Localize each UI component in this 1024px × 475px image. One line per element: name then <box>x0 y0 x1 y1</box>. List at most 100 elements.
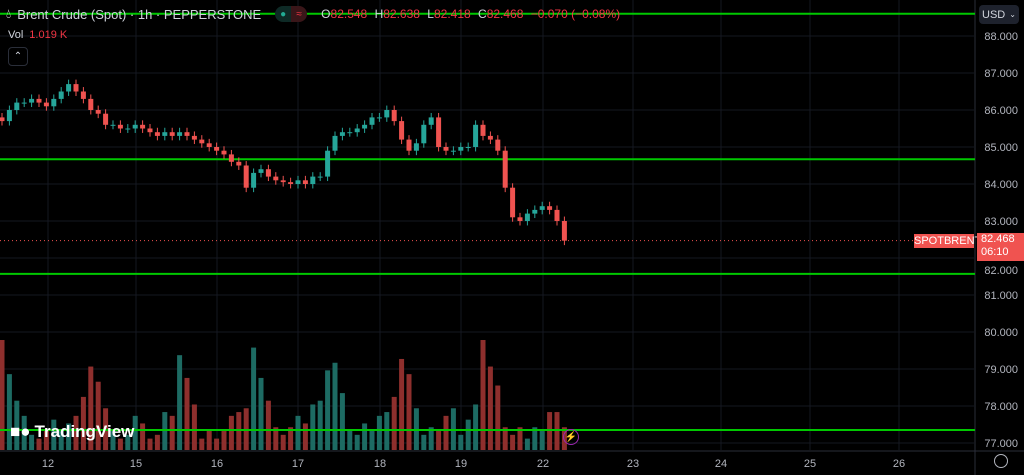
volume-bar <box>480 340 486 450</box>
volume-bar <box>110 431 116 450</box>
volume-bar <box>88 366 94 450</box>
candle-body <box>140 124 146 129</box>
candle-body <box>14 102 20 110</box>
volume-bar <box>273 427 279 450</box>
logo-text: TradingView <box>34 422 135 441</box>
volume-bar <box>221 431 227 450</box>
volume-bar <box>539 431 545 450</box>
candle-body <box>465 147 471 148</box>
symbol-title[interactable]: Brent Crude (Spot) · 1h · PEPPERSTONE <box>17 6 262 22</box>
close-value: 82.468 <box>486 7 524 21</box>
candle-body <box>302 180 308 184</box>
volume-bar <box>487 366 493 450</box>
tradingview-logo[interactable]: ■● TradingView <box>10 422 134 442</box>
candle-body <box>251 172 257 188</box>
candle-body <box>21 102 27 104</box>
chevron-down-icon: ⌄ <box>1009 10 1016 19</box>
candle-body <box>332 135 338 151</box>
price-tick: 82.000 <box>984 265 1018 277</box>
volume-bar <box>302 423 308 450</box>
delayed-icon: ≈ <box>291 6 308 22</box>
volume-bar <box>443 415 449 450</box>
volume-legend: Vol 1.019 K <box>8 29 67 41</box>
volume-bar <box>399 358 405 450</box>
candle-body <box>347 132 353 134</box>
candle-body <box>524 213 530 221</box>
volume-bar <box>6 374 12 450</box>
candle-body <box>561 221 567 241</box>
volume-bar <box>406 374 412 450</box>
volume-bar <box>147 438 153 450</box>
volume-bar <box>132 415 138 450</box>
volume-bar <box>391 396 397 450</box>
candle-body <box>177 132 183 136</box>
volume-bar <box>502 427 508 450</box>
volume-bar <box>36 438 42 450</box>
volume-bar <box>206 431 212 450</box>
high-value: 82.638 <box>383 7 420 21</box>
time-tick: 18 <box>374 458 386 470</box>
volume-bar <box>154 434 160 450</box>
candle-body <box>436 117 442 147</box>
candle-body <box>243 165 249 188</box>
candle-body <box>473 124 479 147</box>
candle-body <box>413 143 419 151</box>
candle-body <box>428 117 434 125</box>
candle-body <box>29 98 35 103</box>
volume-bar <box>428 427 434 450</box>
change-value: −0.070 (−0.08%) <box>530 7 621 21</box>
candle-body <box>58 91 64 99</box>
candle-body <box>495 139 501 151</box>
volume-bar <box>310 404 316 450</box>
candle-body <box>391 110 397 122</box>
candle-body <box>517 217 523 221</box>
price-tick: 85.000 <box>984 142 1018 154</box>
volume-bar <box>191 404 197 450</box>
tv-logo-icon: ■● <box>10 422 31 441</box>
lightning-icon[interactable]: ⚡ <box>563 429 579 445</box>
candle-body <box>147 128 153 133</box>
settings-icon[interactable] <box>994 454 1008 468</box>
volume-bar <box>51 419 57 450</box>
collapse-legend-button[interactable]: ⌃ <box>8 47 28 66</box>
volume-bar <box>362 423 368 450</box>
candle-body <box>36 98 42 103</box>
candle-body <box>66 84 72 92</box>
currency-select[interactable]: USD ⌄ <box>979 5 1019 24</box>
volume-bar <box>199 438 205 450</box>
volume-bar <box>73 415 79 450</box>
time-tick: 26 <box>893 458 905 470</box>
candle-body <box>487 135 493 140</box>
candle-body <box>95 110 101 114</box>
candle-body <box>384 110 390 118</box>
price-tick: 80.000 <box>984 327 1018 339</box>
high-label: H <box>374 7 384 21</box>
bar-countdown: 06:10 <box>981 246 1009 258</box>
time-tick: 24 <box>715 458 727 470</box>
volume-bar <box>95 381 101 450</box>
volume-bar <box>317 400 323 450</box>
volume-bar <box>80 396 86 450</box>
volume-bar <box>510 434 516 450</box>
candle-body <box>6 110 12 122</box>
candle-body <box>265 169 271 177</box>
candle-body <box>362 124 368 129</box>
volume-bar <box>354 434 360 450</box>
candle-body <box>532 209 538 214</box>
price-tick: 84.000 <box>984 179 1018 191</box>
candle-body <box>51 98 57 107</box>
time-tick: 22 <box>537 458 549 470</box>
candle-body <box>80 91 86 99</box>
candle-body <box>88 98 94 110</box>
candle-body <box>221 150 227 155</box>
time-tick: 17 <box>292 458 304 470</box>
volume-bar <box>369 431 375 450</box>
candle-body <box>450 150 456 152</box>
open-value: 82.548 <box>330 7 368 21</box>
volume-bar <box>214 438 220 450</box>
candle-body <box>288 182 294 184</box>
volume-bar <box>14 400 20 450</box>
candle-body <box>0 117 5 122</box>
market-status-pill[interactable]: ● ≈ <box>275 6 308 22</box>
